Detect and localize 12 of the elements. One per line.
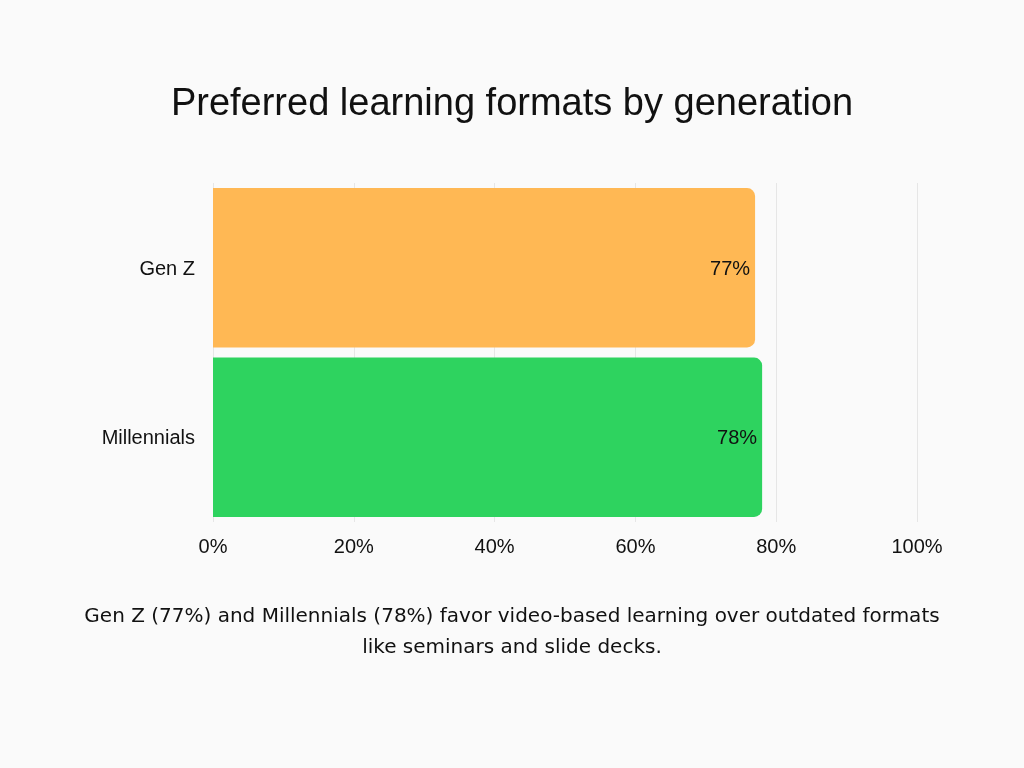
x-tick-label: 40%	[474, 535, 515, 557]
text: Gen Z (77%) and Millennials (78%) favor video-based learning over outdated formats like seminars and slide decks.	[83, 602, 941, 660]
y-tick-label: Gen Z	[139, 256, 195, 279]
x-tick-label: 60%	[615, 535, 656, 557]
x-tick-label: 100%	[891, 535, 943, 557]
y-tick-label: Millennials	[101, 426, 195, 449]
data-label: 78%	[717, 426, 758, 449]
x-tick-label: 20%	[333, 535, 375, 557]
x-tick-label: 0%	[198, 535, 228, 557]
data-label: 77%	[710, 256, 751, 279]
x-tick-label: 80%	[756, 535, 797, 557]
chart-title: Preferred learning formats by generation	[170, 81, 854, 123]
